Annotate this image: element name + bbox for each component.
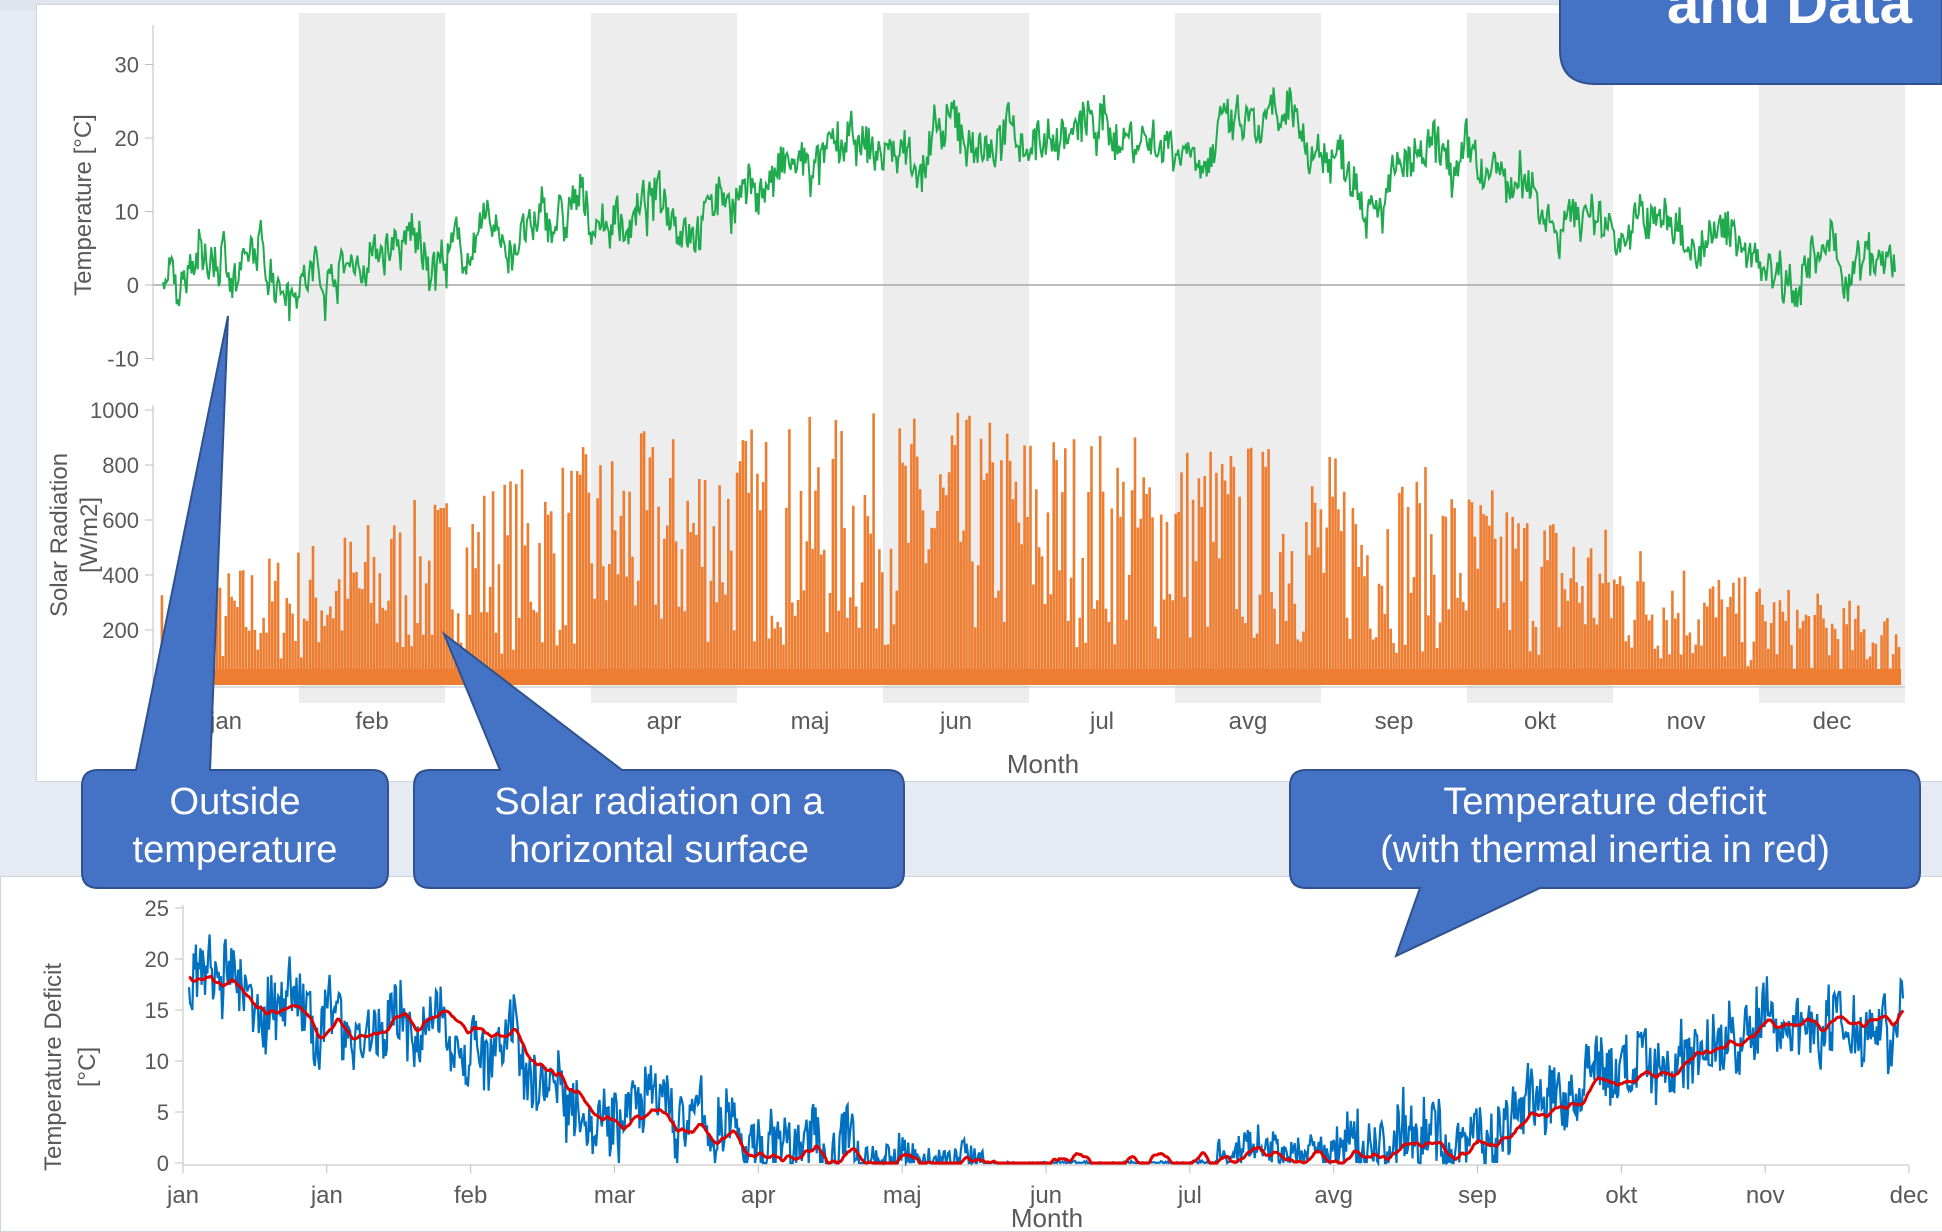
- title-fragment: and Data: [1667, 0, 1912, 36]
- bottom-xtick-label: apr: [741, 1182, 776, 1209]
- temperature-deficit-series: [187, 934, 1905, 1168]
- bottom-xtick-label: jan: [166, 1182, 199, 1209]
- weather-chart-svg: 30 20 10 0 -10 1000 800 600 400 200 jan feb mar apr…: [46, 13, 1905, 779]
- temperature-deficit-callout-line2: (with thermal inertia in red): [1380, 829, 1830, 871]
- deficit-ylabel-line2: [°C]: [74, 1047, 101, 1087]
- top-xtick-label: feb: [355, 708, 388, 735]
- temp-tick-label: 0: [127, 273, 139, 298]
- solar-ylabel-line1: Solar Radiation: [46, 453, 73, 617]
- top-xtick-label: jan: [209, 708, 242, 735]
- weather-chart-panel: 30 20 10 0 -10 1000 800 600 400 200 jan feb mar apr…: [36, 4, 1942, 782]
- deficit-chart-svg: 25 20 15 10 5 0 jan jan feb mar apr maj jun jul avg se…: [40, 896, 1929, 1231]
- thermal-inertia-series: [188, 974, 1905, 1165]
- deficit-ylabel-line1: Temperature Deficit: [40, 963, 67, 1171]
- month-band: [299, 13, 445, 703]
- title-callout: and Data: [1560, 0, 1942, 84]
- top-xtick-label: okt: [1524, 708, 1556, 735]
- solar-ylabel-line2: [W/m2]: [76, 497, 103, 573]
- bottom-xtick-label: mar: [594, 1182, 635, 1209]
- deficit-tick-label: 25: [145, 896, 169, 921]
- top-xtick-label: mar: [497, 708, 538, 735]
- top-xtick-label: sep: [1375, 708, 1414, 735]
- deficit-tick-label: 10: [145, 1049, 169, 1074]
- temp-tick-label: 10: [115, 200, 139, 225]
- top-xtick-label: jul: [1089, 708, 1114, 735]
- month-band: [1759, 13, 1905, 703]
- temp-tick-label: -10: [107, 347, 139, 372]
- bottom-xtick-label: feb: [454, 1182, 487, 1209]
- top-xtick-label: nov: [1667, 708, 1706, 735]
- solar-tick-label: 800: [102, 453, 139, 478]
- top-xtick-label: avg: [1229, 708, 1268, 735]
- solar-tick-label: 600: [102, 508, 139, 533]
- top-xtick-label: dec: [1813, 708, 1852, 735]
- temperature-ylabel: Temperature [°C]: [70, 114, 97, 296]
- deficit-chart-panel: 25 20 15 10 5 0 jan jan feb mar apr maj jun jul avg se…: [0, 876, 1942, 1232]
- bottom-xtick-label: okt: [1605, 1182, 1637, 1209]
- temp-tick-label: 30: [115, 53, 139, 78]
- temperature-deficit-callout-text: Temperature deficit (with thermal inerti…: [1290, 778, 1920, 874]
- bottom-xtick-label: maj: [883, 1182, 922, 1209]
- solar-base-band: [157, 669, 1901, 685]
- top-xtick-label: jun: [939, 708, 972, 735]
- deficit-tick-label: 15: [145, 998, 169, 1023]
- deficit-tick-label: 0: [157, 1151, 169, 1176]
- deficit-tick-label: 5: [157, 1100, 169, 1125]
- solar-tick-label: 400: [102, 563, 139, 588]
- bottom-xtick-label: jul: [1177, 1182, 1202, 1209]
- solar-tick-label: 1000: [90, 398, 139, 423]
- outside-temperature-callout-text: Outside temperature: [132, 781, 338, 871]
- bottom-xtick-label: jan: [310, 1182, 343, 1209]
- bottom-xtick-label: avg: [1314, 1182, 1353, 1209]
- temp-tick-label: 20: [115, 126, 139, 151]
- solar-radiation-callout-text: Solar radiation on a horizontal surface: [494, 781, 824, 871]
- bottom-xtick-label: sep: [1458, 1182, 1497, 1209]
- solar-tick-label: 200: [102, 618, 139, 643]
- top-xlabel: Month: [1007, 749, 1079, 779]
- outside-temperature-series: [162, 87, 1896, 322]
- top-xtick-label: maj: [791, 708, 830, 735]
- bottom-xtick-label: jun: [1029, 1182, 1062, 1209]
- bottom-xtick-label: nov: [1746, 1182, 1785, 1209]
- temperature-deficit-callout-line1: Temperature deficit: [1443, 781, 1767, 823]
- bottom-xlabel: Month: [1011, 1203, 1083, 1231]
- top-xtick-label: apr: [647, 708, 682, 735]
- deficit-tick-label: 20: [145, 947, 169, 972]
- bottom-xtick-label: dec: [1890, 1182, 1929, 1209]
